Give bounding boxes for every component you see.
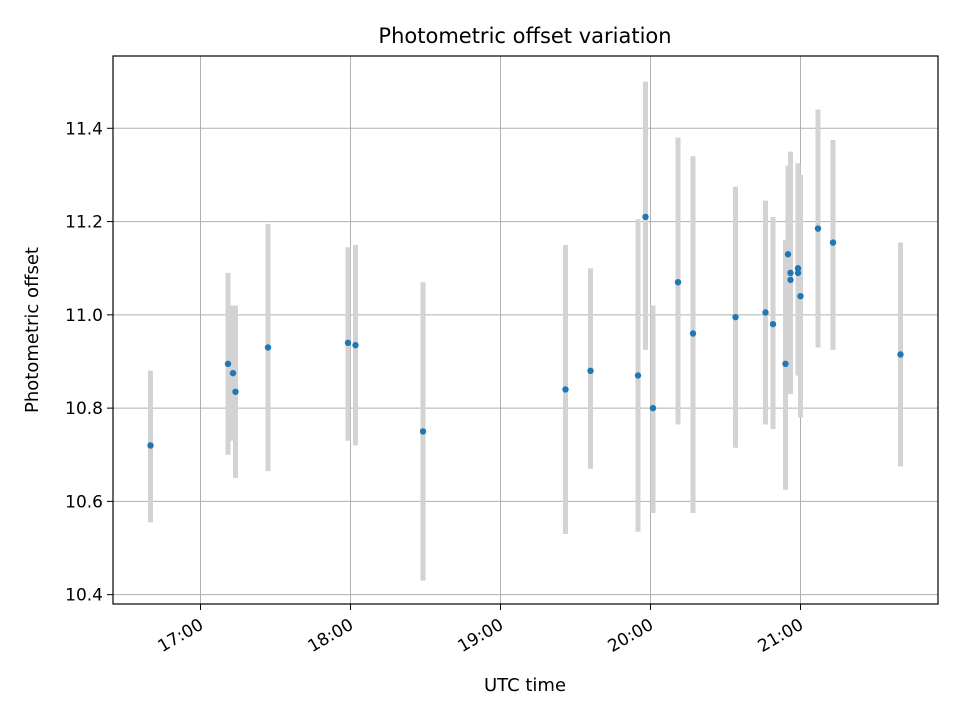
data-point (794, 265, 802, 272)
data-point (587, 367, 594, 375)
data-point (229, 369, 237, 377)
data-point (787, 269, 794, 277)
y-tick-label: 10.4 (65, 586, 103, 606)
data-point (649, 404, 657, 412)
data-point (224, 360, 232, 368)
plot-frame (112, 55, 939, 605)
y-axis-label: Photometric offset (22, 247, 43, 413)
data-point (782, 360, 789, 368)
data-point (762, 309, 769, 316)
data-point (769, 320, 777, 328)
data-point (829, 239, 837, 246)
y-tick-label: 11.2 (65, 213, 103, 233)
y-axis-ticks: 10.4 10.6 10.8 11.0 11.2 11.4 (65, 119, 113, 606)
x-axis-label: UTC time (484, 675, 566, 696)
data-point (674, 278, 682, 286)
data-point (419, 428, 427, 435)
data-point (344, 339, 352, 347)
y-tick-label: 10.6 (65, 492, 103, 512)
data-point (787, 276, 794, 284)
data-point (814, 225, 822, 232)
y-tick-label: 11.4 (65, 119, 103, 139)
data-point (797, 292, 804, 300)
chart-title: Photometric offset variation (378, 24, 671, 48)
data-point (642, 213, 649, 221)
data-point (562, 386, 569, 393)
data-point (147, 442, 154, 449)
data-point (634, 372, 642, 379)
data-points (147, 213, 904, 449)
data-point (897, 351, 904, 358)
data-point (689, 330, 697, 337)
data-point (784, 251, 792, 258)
data-point (264, 344, 272, 351)
data-point (352, 341, 359, 349)
data-point (232, 388, 239, 395)
data-point (732, 313, 739, 321)
data-point (794, 269, 802, 277)
y-tick-label: 10.8 (65, 399, 103, 419)
y-tick-label: 11.0 (65, 306, 103, 326)
